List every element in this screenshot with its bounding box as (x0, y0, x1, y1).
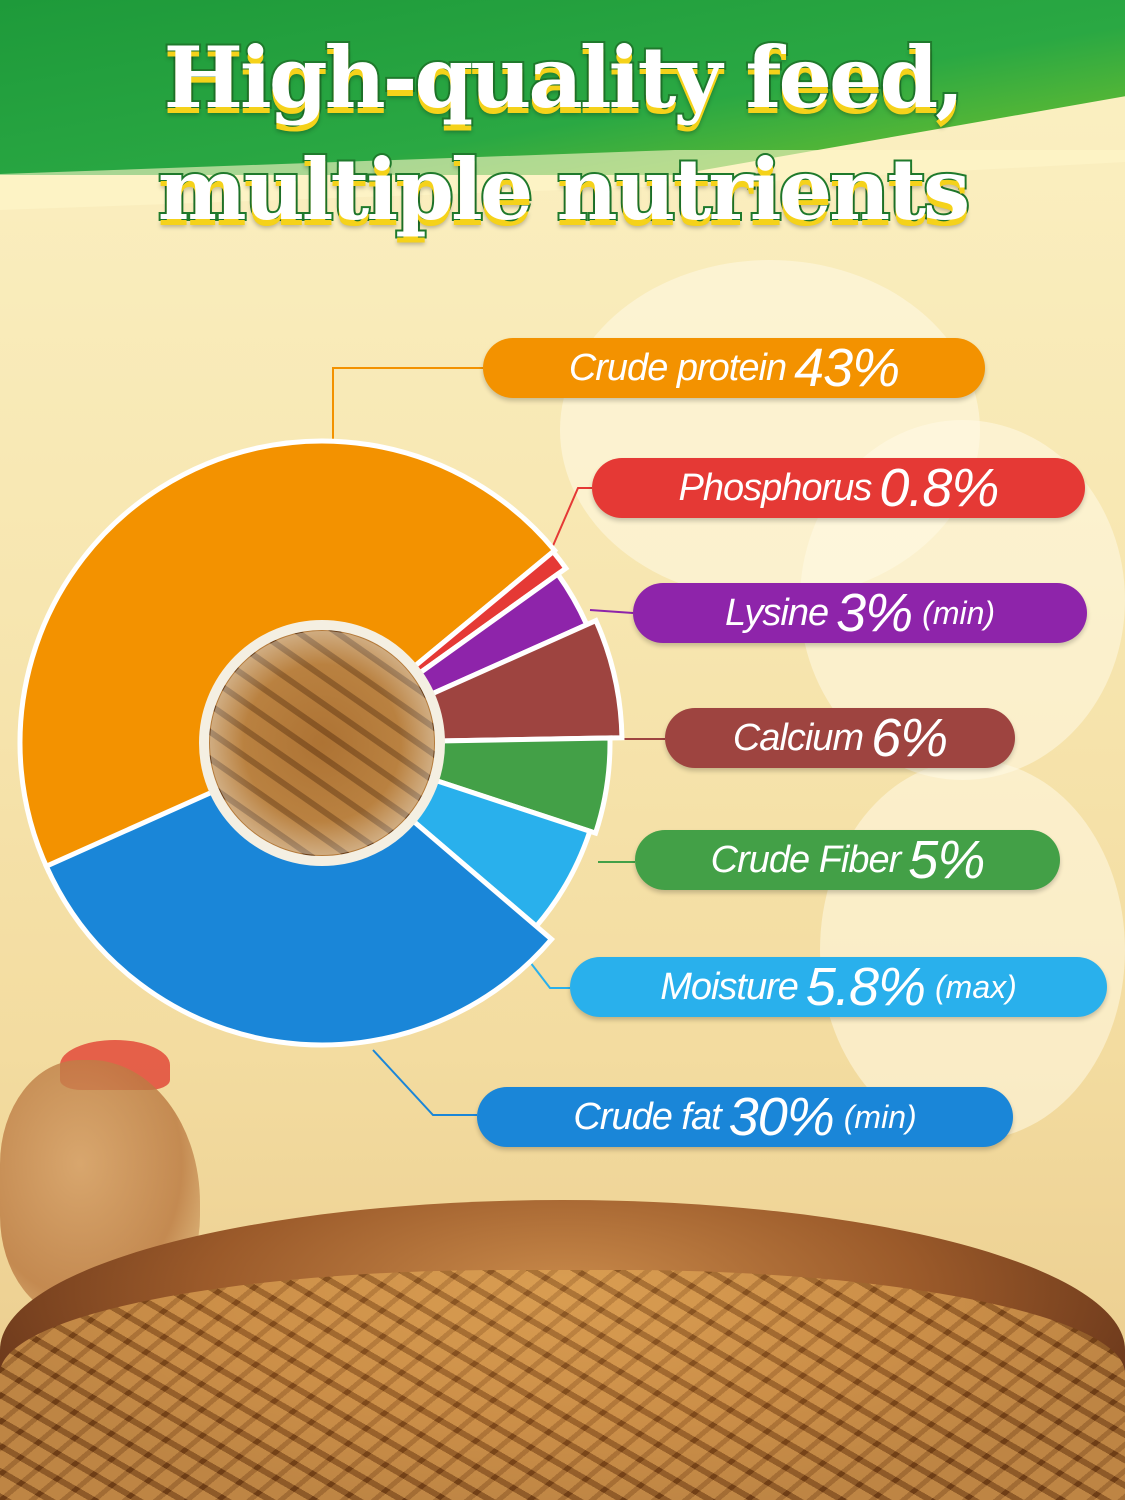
label-lysine: Lysine 3% (min) (633, 583, 1087, 643)
leader-line-lysine (589, 609, 634, 614)
slice-value: 43% (794, 338, 900, 398)
title-line-1: High-quality feed, (162, 26, 967, 129)
label-calcium: Calcium 6% (665, 708, 1015, 768)
leader-line-crude-fat (372, 1049, 477, 1116)
leader-line-crude-protein (332, 367, 483, 460)
slice-value: 3% (836, 583, 913, 643)
leader-line-phosphorus (551, 487, 592, 549)
mealworms-image (0, 1270, 1125, 1500)
egg-background (820, 760, 1125, 1140)
slice-value: 5% (908, 830, 985, 890)
slice-qualifier: (max) (935, 968, 1017, 1005)
slice-qualifier: (min) (922, 594, 996, 631)
slice-value: 6% (871, 708, 948, 768)
slice-name: Lysine (724, 591, 829, 634)
slice-name: Phosphorus (678, 466, 873, 509)
leader-line-moisture (529, 961, 570, 989)
slice-name: Crude fat (573, 1095, 721, 1138)
slice-name: Crude Fiber (710, 838, 902, 881)
title-line-2: multiple nutrients (156, 138, 973, 241)
slice-name: Moisture (660, 965, 799, 1008)
nutrient-pie-chart (17, 438, 625, 1048)
label-phosphorus: Phosphorus 0.8% (592, 458, 1085, 518)
slice-value: 0.8% (879, 458, 999, 518)
slice-name: Calcium (732, 716, 864, 759)
label-crude-protein: Crude protein 43% (483, 338, 985, 398)
slice-value: 30% (728, 1087, 835, 1147)
slice-qualifier: (min) (843, 1098, 917, 1135)
label-crude-fat: Crude fat 30% (min) (477, 1087, 1013, 1147)
slice-name: Crude protein (568, 346, 787, 389)
slice-value: 5.8% (805, 957, 926, 1017)
label-moisture: Moisture 5.8% (max) (570, 957, 1107, 1017)
label-crude-fiber: Crude Fiber 5% (635, 830, 1060, 890)
